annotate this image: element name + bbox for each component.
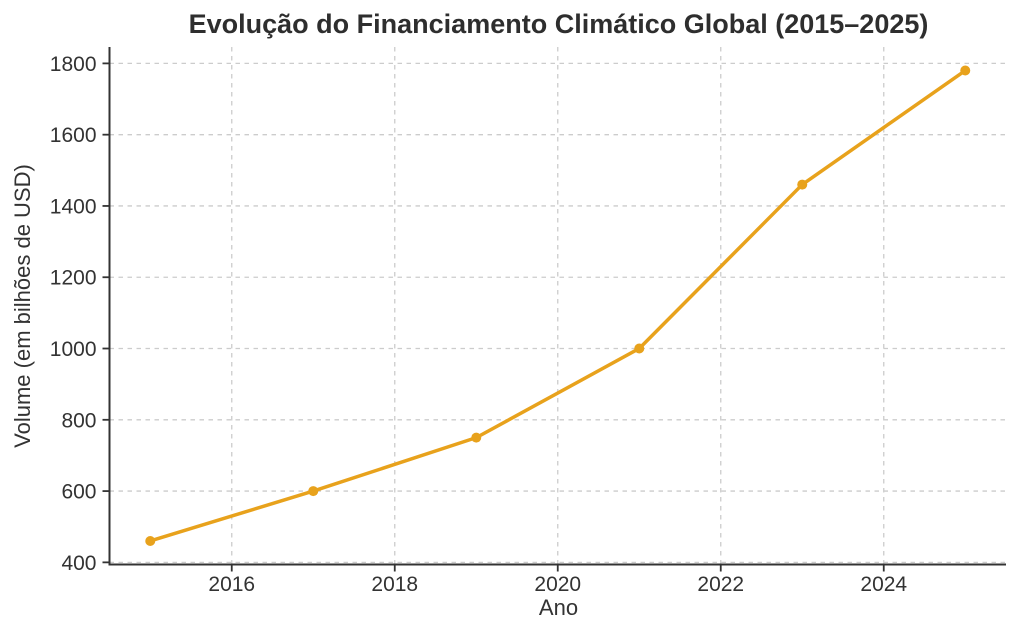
data-point xyxy=(634,343,645,354)
chart-title: Evolução do Financiamento Climático Glob… xyxy=(188,9,929,39)
x-tick-label: 2020 xyxy=(534,573,581,596)
x-axis-label: Ano xyxy=(538,595,579,620)
data-line xyxy=(148,68,967,543)
data-point xyxy=(308,486,319,497)
data-point xyxy=(797,179,808,190)
y-tick-label: 600 xyxy=(61,481,96,504)
y-tick-label: 1400 xyxy=(50,195,97,218)
y-tick-label: 1000 xyxy=(50,338,97,361)
data-point xyxy=(471,432,482,443)
y-tick-label: 1600 xyxy=(50,124,97,147)
data-point xyxy=(960,65,971,76)
y-tick-label: 400 xyxy=(61,552,96,575)
data-point xyxy=(145,535,156,546)
y-tick-label: 1200 xyxy=(50,267,97,290)
x-tick-label: 2018 xyxy=(371,573,418,596)
x-tick-label: 2016 xyxy=(208,573,255,596)
y-tick-label: 800 xyxy=(61,409,96,432)
x-tick-label: 2022 xyxy=(697,573,744,596)
x-tick-label: 2024 xyxy=(860,573,907,596)
y-tick-label: 1800 xyxy=(50,53,97,76)
